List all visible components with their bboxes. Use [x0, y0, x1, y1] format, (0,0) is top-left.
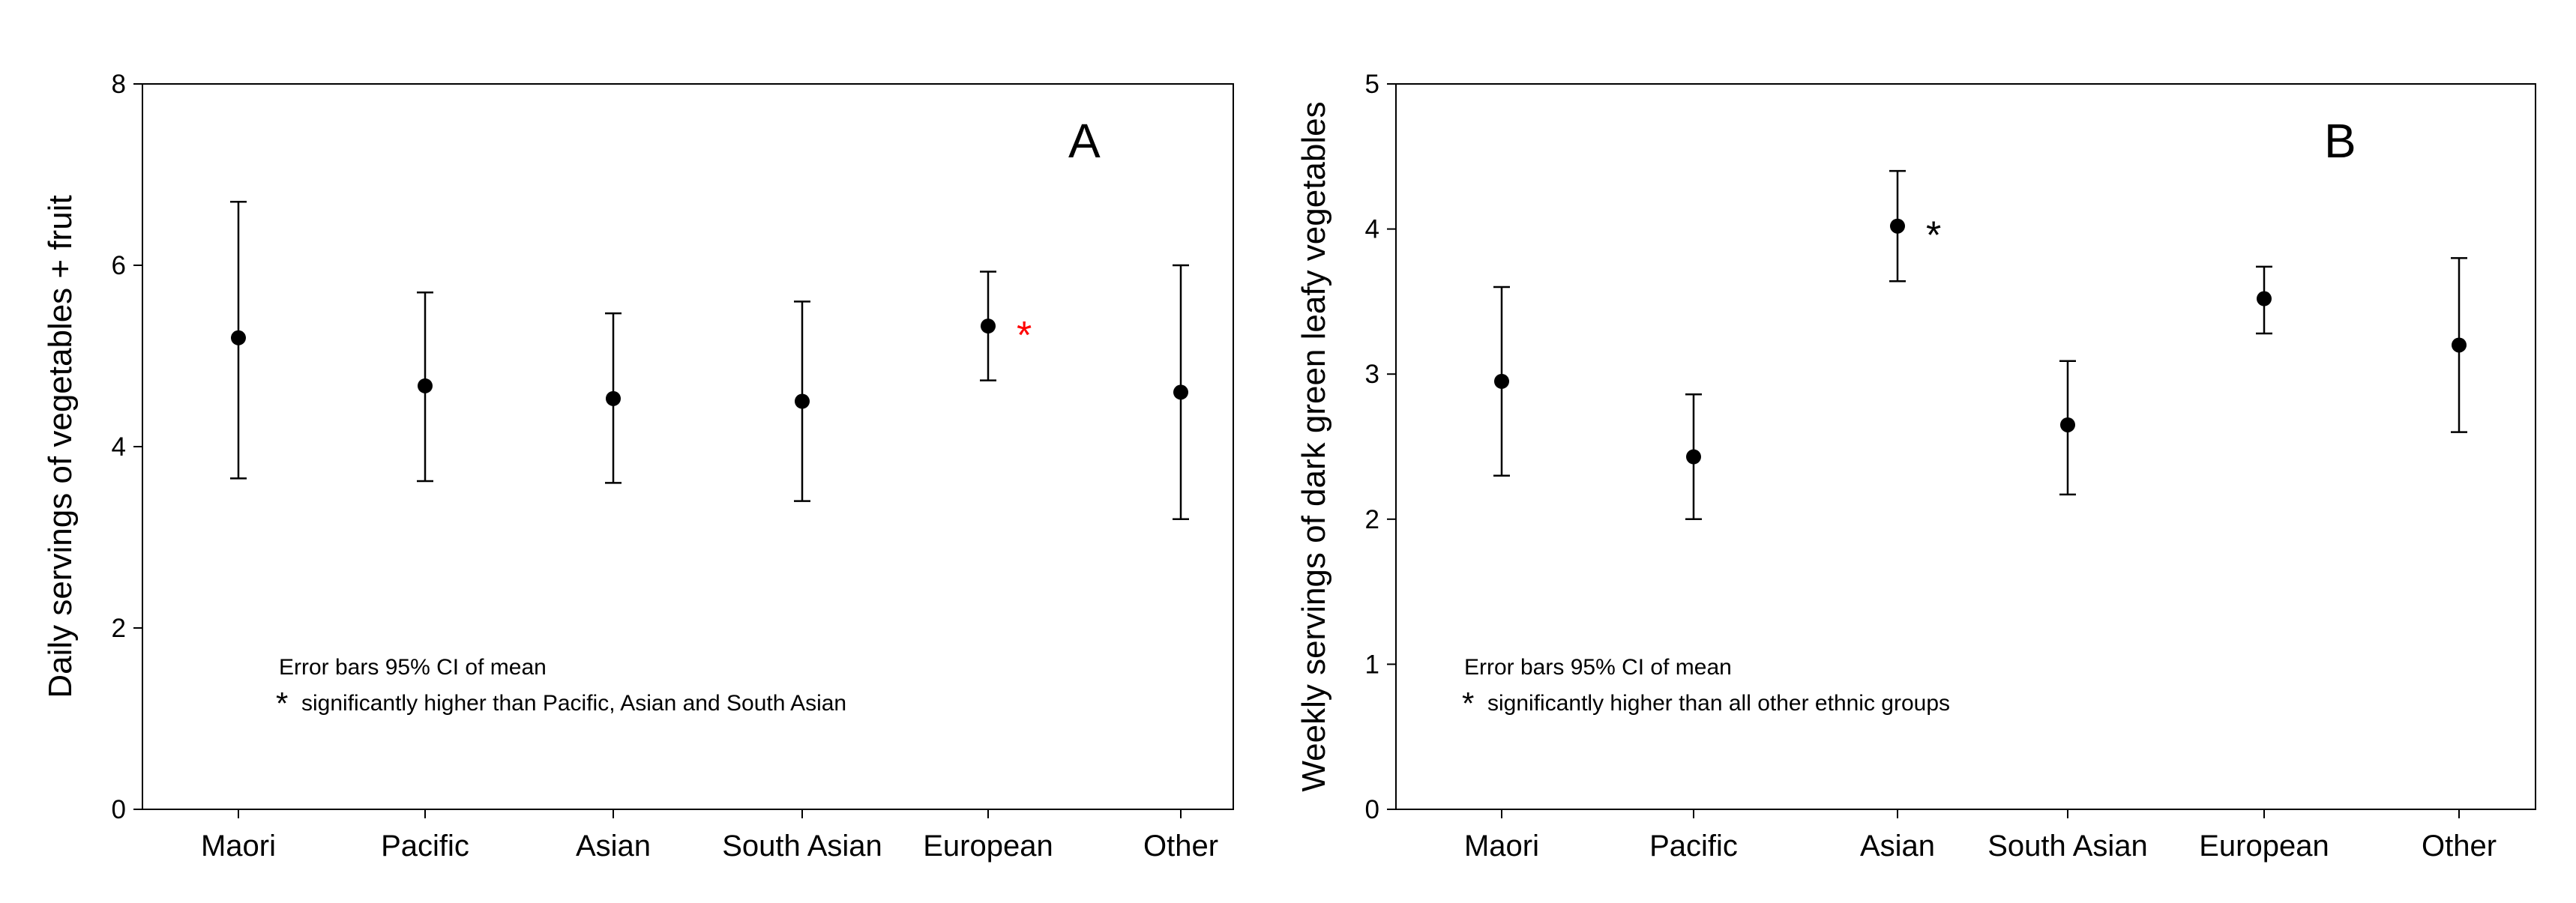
- y-tick-label-b-5: 5: [1365, 70, 1379, 99]
- data-point-b-5: [2452, 337, 2467, 353]
- panel-letter-b: B: [2324, 114, 2356, 168]
- y-tick-label-a-1: 2: [112, 614, 126, 643]
- data-point-b-0: [1494, 373, 1509, 389]
- panel-b: B Weekly servings of dark green leafy ve…: [1295, 70, 2536, 863]
- y-axis-title-a: Daily servings of vegetables + fruit: [42, 195, 79, 698]
- data-point-b-4: [2257, 291, 2272, 306]
- y-tick-label-a-0: 0: [112, 795, 126, 824]
- plot-frame-b: [1395, 83, 2536, 810]
- marks-a: 0 2 4 6 8 Maori Pacific Asian South Asian Europea…: [112, 70, 1218, 863]
- y-tick-label-a-2: 4: [112, 432, 126, 462]
- y-tick-label-a-3: 6: [112, 251, 126, 280]
- y-tick-label-b-2: 2: [1365, 505, 1379, 534]
- data-point-b-1: [1686, 449, 1701, 465]
- data-point-a-5: [1173, 384, 1188, 400]
- x-tick-label-a-4: European: [923, 830, 1053, 863]
- data-point-a-1: [418, 378, 433, 393]
- x-tick-label-a-0: Maori: [201, 830, 276, 863]
- y-tick-label-b-3: 3: [1365, 360, 1379, 389]
- note-line2-b: significantly higher than all other ethn…: [1487, 691, 1950, 716]
- y-axis-title-b: Weekly servings of dark green leafy vege…: [1295, 101, 1332, 791]
- panel-letter-a: A: [1068, 114, 1101, 168]
- note-line1-a: Error bars 95% CI of mean: [279, 655, 547, 680]
- x-tick-label-a-1: Pacific: [381, 830, 469, 863]
- x-tick-label-b-3: South Asian: [1987, 830, 2148, 863]
- note-line2-a: significantly higher than Pacific, Asian…: [301, 691, 846, 716]
- y-tick-label-b-4: 4: [1365, 215, 1379, 244]
- x-tick-label-a-5: Other: [1143, 830, 1218, 863]
- data-point-a-2: [606, 390, 621, 406]
- note-star-a: *: [276, 686, 288, 721]
- significance-marker-b: *: [1926, 214, 1941, 258]
- data-point-a-4: [981, 318, 996, 334]
- note-star-b: *: [1462, 686, 1474, 721]
- data-point-a-3: [795, 393, 810, 409]
- data-point-b-2: [1890, 218, 1905, 234]
- x-tick-label-b-4: European: [2199, 830, 2329, 863]
- x-tick-label-a-2: Asian: [576, 830, 651, 863]
- x-tick-label-a-3: South Asian: [722, 830, 882, 863]
- marks-b: 0 1 2 3 4 5 Maori Pacific Asian South Asian Europe…: [1365, 70, 2497, 863]
- panel-a: A Daily servings of vegetables + fruit E…: [42, 70, 1234, 863]
- note-line1-b: Error bars 95% CI of mean: [1464, 655, 1732, 680]
- y-tick-label-a-4: 8: [112, 70, 126, 99]
- y-tick-label-b-0: 0: [1365, 795, 1379, 824]
- x-tick-label-b-2: Asian: [1860, 830, 1935, 863]
- x-tick-label-b-5: Other: [2422, 830, 2497, 863]
- x-tick-label-b-0: Maori: [1464, 830, 1539, 863]
- data-point-b-3: [2060, 417, 2075, 432]
- y-tick-label-b-1: 1: [1365, 650, 1379, 679]
- x-tick-label-b-1: Pacific: [1649, 830, 1738, 863]
- significance-marker-a: *: [1017, 314, 1032, 357]
- data-point-a-0: [231, 330, 246, 345]
